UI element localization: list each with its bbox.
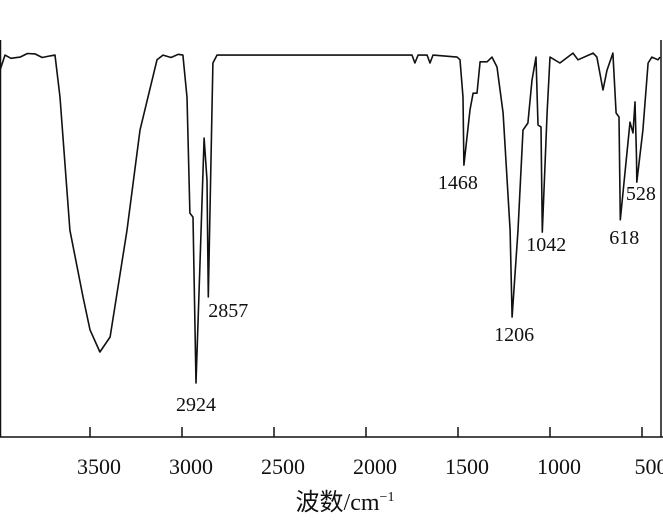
x-tick-label: 2500 bbox=[261, 454, 305, 479]
peak-label-1206: 1206 bbox=[494, 324, 534, 346]
x-tick-label: 1500 bbox=[445, 454, 489, 479]
peak-label-528: 528 bbox=[626, 183, 656, 205]
peak-label-618: 618 bbox=[609, 227, 639, 249]
peak-label-1042: 1042 bbox=[526, 234, 566, 256]
x-tick-label: 2000 bbox=[353, 454, 397, 479]
spectrum-line bbox=[0, 52, 661, 384]
x-tick-label: 500 bbox=[635, 454, 663, 479]
x-tick-label: 1000 bbox=[537, 454, 581, 479]
x-tick-label: 3500 bbox=[77, 454, 121, 479]
x-tick-label: 3000 bbox=[169, 454, 213, 479]
peak-label-2924: 2924 bbox=[176, 394, 216, 416]
x-axis-title: 波数/cm−1 bbox=[296, 489, 395, 516]
peak-label-2857: 2857 bbox=[208, 300, 248, 322]
peak-label-1468: 1468 bbox=[438, 172, 478, 194]
